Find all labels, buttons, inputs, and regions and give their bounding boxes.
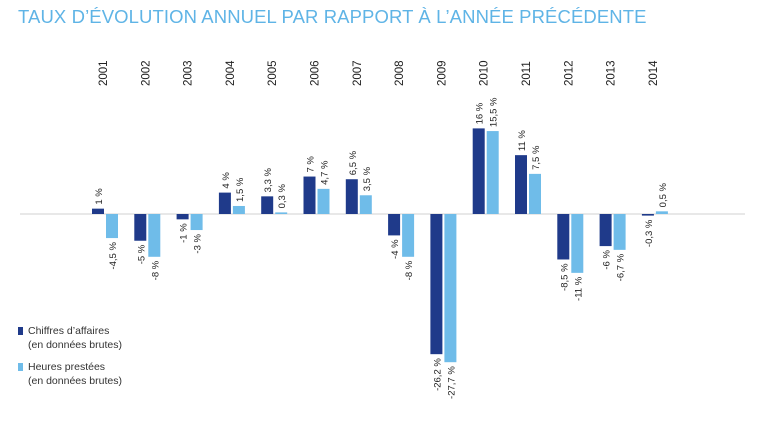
value-label-heures-2008: -8 % bbox=[404, 260, 415, 280]
value-label-heures-2006: 4,7 % bbox=[320, 160, 331, 185]
value-label-chiffres-2005: 3,3 % bbox=[263, 167, 274, 192]
bar-chiffres-2006 bbox=[303, 176, 316, 214]
legend-sublabel-heures: (en données brutes) bbox=[28, 375, 122, 387]
year-label-2005: 2005 bbox=[267, 60, 279, 86]
bar-heures-2014 bbox=[655, 211, 668, 214]
value-label-chiffres-2006: 7 % bbox=[306, 156, 317, 173]
bar-chiffres-2009 bbox=[430, 214, 443, 355]
value-label-heures-2012: -11 % bbox=[573, 276, 584, 301]
value-label-heures-2009: -27,7 % bbox=[446, 366, 457, 399]
bar-heures-2013 bbox=[613, 214, 626, 250]
value-label-chiffres-2007: 6,5 % bbox=[348, 150, 359, 175]
value-label-heures-2003: -3 % bbox=[193, 234, 204, 254]
bar-heures-2002 bbox=[148, 214, 161, 257]
bar-heures-2009 bbox=[444, 214, 457, 363]
value-label-chiffres-2011: 11 % bbox=[517, 130, 528, 152]
bar-chiffres-2007 bbox=[345, 179, 358, 214]
bar-chiffres-2014 bbox=[641, 214, 654, 216]
bar-heures-2010 bbox=[486, 131, 499, 214]
value-label-heures-2011: 7,5 % bbox=[531, 145, 542, 170]
bar-heures-2005 bbox=[275, 212, 288, 214]
value-label-chiffres-2010: 16 % bbox=[475, 102, 486, 124]
bar-heures-2003 bbox=[190, 214, 203, 231]
value-label-chiffres-2013: -6 % bbox=[602, 250, 613, 270]
year-label-2009: 2009 bbox=[436, 60, 448, 86]
value-label-heures-2005: 0,3 % bbox=[277, 184, 288, 209]
value-label-chiffres-2014: -0,3 % bbox=[644, 219, 655, 247]
legend-sublabel-chiffres: (en données brutes) bbox=[28, 339, 122, 351]
bar-heures-2007 bbox=[359, 195, 372, 214]
year-label-2007: 2007 bbox=[352, 60, 364, 86]
bar-heures-2011 bbox=[529, 173, 541, 214]
year-label-2003: 2003 bbox=[183, 60, 195, 86]
bar-heures-2008 bbox=[402, 214, 415, 257]
legend-label-heures: Heures prestées bbox=[28, 361, 106, 373]
bar-heures-2012 bbox=[571, 214, 584, 273]
value-label-heures-2001: -4,5 % bbox=[108, 242, 119, 270]
bar-chiffres-2001 bbox=[92, 208, 104, 214]
bar-chiffres-2012 bbox=[557, 214, 570, 260]
bar-chiffres-2005 bbox=[261, 196, 274, 214]
value-label-heures-2004: 1,5 % bbox=[235, 177, 246, 202]
value-label-chiffres-2003: -1 % bbox=[179, 223, 190, 243]
bar-chiffres-2003 bbox=[176, 214, 189, 220]
year-label-2011: 2011 bbox=[521, 61, 533, 86]
year-label-2014: 2014 bbox=[648, 60, 660, 86]
value-label-heures-2002: -8 % bbox=[150, 260, 161, 280]
bar-chiffres-2010 bbox=[472, 128, 485, 214]
year-label-2013: 2013 bbox=[606, 60, 618, 86]
legend-swatch-chiffres bbox=[18, 327, 23, 335]
year-label-2010: 2010 bbox=[479, 60, 491, 86]
year-label-2002: 2002 bbox=[140, 60, 152, 86]
value-label-chiffres-2001: 1 % bbox=[94, 188, 105, 205]
year-label-2012: 2012 bbox=[563, 60, 575, 86]
bar-heures-2006 bbox=[317, 188, 330, 214]
legend-label-chiffres: Chiffres d’affaires bbox=[28, 325, 110, 337]
year-label-2004: 2004 bbox=[225, 60, 237, 86]
value-label-heures-2007: 3,5 % bbox=[362, 166, 373, 191]
value-label-chiffres-2009: -26,2 % bbox=[432, 358, 443, 391]
value-label-heures-2013: -6,7 % bbox=[616, 253, 627, 281]
legend-swatch-heures bbox=[18, 363, 23, 371]
year-label-2006: 2006 bbox=[310, 60, 322, 86]
chart-title: TAUX D’ÉVOLUTION ANNUEL PAR RAPPORT À L’… bbox=[18, 6, 647, 27]
bar-chiffres-2002 bbox=[134, 214, 147, 241]
value-label-heures-2014: 0,5 % bbox=[658, 182, 669, 207]
value-label-chiffres-2008: -4 % bbox=[390, 239, 401, 259]
bar-heures-2001 bbox=[106, 214, 118, 239]
bar-heures-2004 bbox=[232, 205, 245, 214]
value-label-chiffres-2004: 4 % bbox=[221, 172, 232, 189]
value-label-chiffres-2002: -5 % bbox=[136, 244, 147, 264]
value-label-heures-2010: 15,5 % bbox=[489, 97, 500, 127]
bar-chiffres-2004 bbox=[218, 192, 231, 214]
bar-chiffres-2011 bbox=[515, 155, 527, 214]
bar-chiffres-2013 bbox=[599, 214, 612, 247]
value-label-chiffres-2012: -8,5 % bbox=[559, 263, 570, 291]
year-label-2008: 2008 bbox=[394, 60, 406, 86]
year-label-2001: 2001 bbox=[98, 60, 110, 86]
bar-chiffres-2008 bbox=[388, 214, 401, 236]
